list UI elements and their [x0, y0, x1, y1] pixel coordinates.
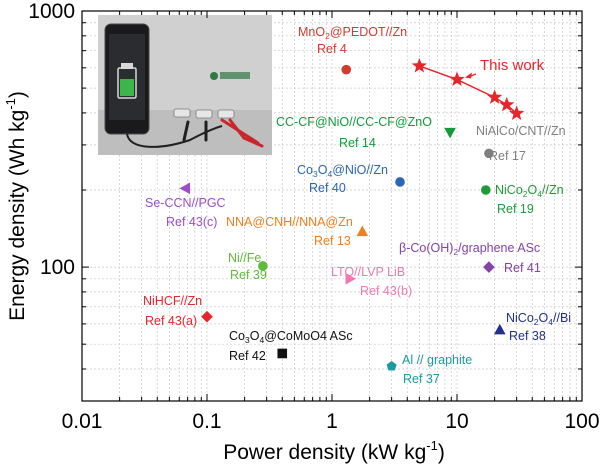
- phone-screen: [109, 34, 145, 120]
- square-marker: [277, 348, 288, 359]
- this-work-star: [487, 89, 503, 104]
- mno2-pedot-zn-label: MnO2@PEDOT//Zn: [298, 25, 407, 41]
- y-axis-title: Energy density (Wh kg-1): [3, 91, 29, 321]
- ref-13-label: Ref 13: [314, 234, 351, 248]
- this-work-star: [411, 57, 427, 73]
- device-photo-inset: [98, 15, 272, 155]
- circle-marker: [341, 64, 352, 75]
- co3o4-comoo4-asc-label: Co3O4@CoMoO4 ASc: [229, 329, 353, 345]
- ref-41-label: Ref 41: [504, 261, 541, 275]
- cc-cf-nio-cc-cf-zno-label: CC-CF@NiO//CC-CF@ZnO: [276, 115, 432, 129]
- alligator-clip: [182, 120, 190, 142]
- ref-38-label: Ref 38: [509, 329, 546, 343]
- alligator-clip: [242, 136, 264, 148]
- pentagon-marker: [386, 360, 397, 371]
- ref-43-a-label: Ref 43(a): [145, 314, 197, 328]
- diamond-marker: [201, 310, 213, 323]
- x-tick-label: 100: [564, 410, 599, 433]
- nihcf-zn-label: NiHCF//Zn: [143, 294, 202, 308]
- data-points: [179, 64, 506, 371]
- ref-37-label: Ref 37: [403, 372, 440, 386]
- se-ccn-pgc-label: Se-CCN//PGC: [145, 196, 226, 210]
- ref-4-label: Ref 4: [317, 42, 347, 56]
- logo-mark: [210, 72, 218, 80]
- ref-19-label: Ref 19: [497, 202, 534, 216]
- battery-outline: [117, 67, 137, 99]
- this-work-series: This work: [411, 57, 545, 120]
- grid-lines: [82, 11, 582, 401]
- triangle-up-marker: [356, 225, 369, 237]
- nico2o4-bi-label: NiCo2O4//Bi: [506, 311, 571, 327]
- circle-marker: [484, 148, 494, 159]
- battery-cell: [173, 108, 191, 118]
- ref-42-label: Ref 42: [229, 349, 266, 363]
- y-tick-label: 100: [40, 256, 75, 279]
- al-graphite-label: Al // graphite: [402, 353, 472, 367]
- alligator-clip: [220, 118, 260, 145]
- this-work-star: [509, 105, 525, 120]
- triangle-down-marker: [444, 127, 456, 139]
- triangle-right-marker: [345, 273, 357, 285]
- ref-43-c-label: Ref 43(c): [166, 215, 217, 229]
- x-tick-label: 10: [445, 410, 468, 433]
- this-work-star: [499, 96, 515, 112]
- circle-marker: [258, 261, 268, 271]
- ref-39-label: Ref 39: [230, 268, 267, 282]
- this-work-arrowhead: [465, 72, 472, 79]
- lto-lvp-lib-label: LTO//LVP LiB: [331, 265, 405, 279]
- circle-marker: [395, 177, 405, 187]
- ni-fe-label: Ni//Fe: [228, 251, 261, 265]
- nico2o4-zn-label: NiCo2O4//Zn: [495, 183, 564, 199]
- ref-43-b-label: Ref 43(b): [360, 284, 412, 298]
- circle-marker: [481, 185, 491, 195]
- co-oh-2-graphene-asc-label: β-Co(OH)2/graphene ASc: [399, 241, 540, 257]
- x-tick-label: 0.1: [192, 410, 221, 433]
- x-tick-label: 1: [326, 410, 338, 433]
- triangle-left-marker: [179, 182, 191, 195]
- battery-cell: [217, 109, 235, 119]
- x-tick-label: 0.01: [62, 410, 103, 433]
- battery-fill-icon: [120, 79, 134, 96]
- ref-17-label: Ref 17: [489, 149, 526, 163]
- co3o4-nio-zn-label: Co3O4@NiO//Zn: [297, 163, 388, 179]
- battery-cap: [121, 63, 133, 69]
- y-tick-label: 1000: [28, 0, 75, 23]
- axes: 0.01 0.1 1 10 100 100 1000 Power density (kW kg…: [3, 0, 600, 464]
- ref-40-label: Ref 40: [309, 181, 346, 195]
- logo-text-mark: [220, 72, 250, 79]
- this-work-label: This work: [480, 57, 545, 74]
- x-axis-title: Power density (kW kg-1): [223, 438, 445, 464]
- nialco-cnt-zn-label: NiAlCo/CNT//Zn: [476, 124, 566, 138]
- triangle-up-marker: [494, 323, 506, 335]
- diamond-marker: [483, 261, 495, 273]
- ref-14-label: Ref 14: [339, 136, 376, 150]
- nna-cnh-nna-zn-label: NNA@CNH//NNA@Zn: [226, 215, 353, 229]
- battery-cell: [195, 109, 213, 119]
- this-work-star: [449, 71, 465, 86]
- cable: [126, 125, 223, 148]
